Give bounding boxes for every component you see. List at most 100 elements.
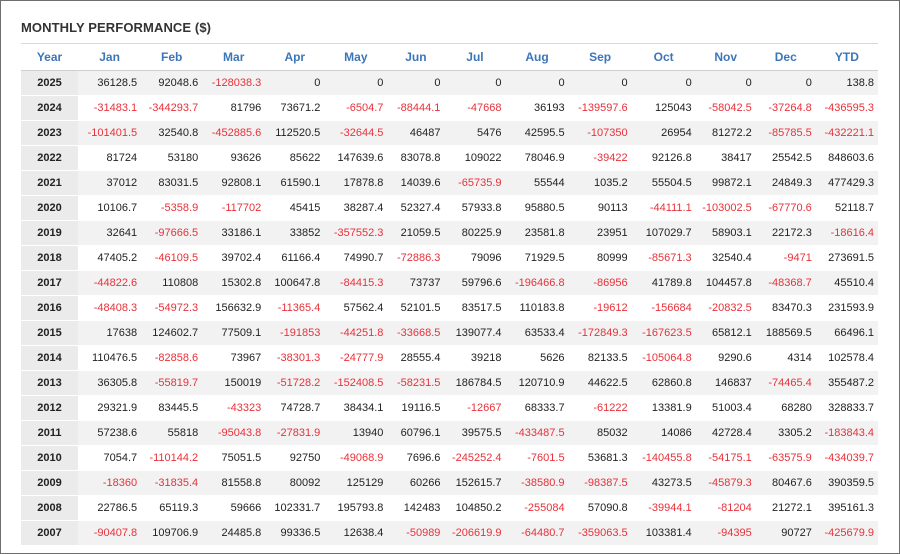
month-value-cell: -31483.1: [78, 95, 142, 121]
month-value-cell: 22786.5: [78, 495, 142, 521]
month-value-cell: 32540.4: [695, 245, 756, 271]
row-year-cell: 2008: [21, 495, 79, 521]
month-value-cell: -245252.4: [444, 445, 506, 471]
month-value-cell: 92048.6: [141, 70, 203, 96]
month-value-cell: 9290.6: [695, 345, 756, 371]
month-value-cell: 104850.2: [444, 495, 506, 521]
month-value-cell: 32641: [78, 220, 142, 246]
column-header-jul: Jul: [444, 43, 506, 71]
month-value-cell: -90407.8: [78, 520, 142, 546]
month-value-cell: 5626: [505, 345, 569, 371]
month-value-cell: -255084: [505, 495, 569, 521]
month-value-cell: 90113: [568, 195, 632, 221]
month-value-cell: 59796.6: [444, 270, 506, 296]
month-value-cell: -64480.7: [505, 520, 569, 546]
ytd-cell: 45510.4: [815, 270, 878, 296]
month-value-cell: 4314: [755, 345, 816, 371]
month-value-cell: 36128.5: [78, 70, 142, 96]
month-value-cell: -84415.3: [324, 270, 388, 296]
column-header-oct: Oct: [631, 43, 696, 71]
table-row: 2018 47405.2 -46109.5 39702.4 61166.4 74990.7…: [21, 245, 878, 271]
month-value-cell: -156684: [631, 295, 696, 321]
month-value-cell: -5358.9: [141, 195, 203, 221]
month-value-cell: 93626: [202, 145, 266, 171]
month-value-cell: 68333.7: [505, 395, 569, 421]
month-value-cell: 57238.6: [78, 420, 142, 446]
month-value-cell: -48368.7: [755, 270, 816, 296]
month-value-cell: 57090.8: [568, 495, 632, 521]
month-value-cell: -19612: [568, 295, 632, 321]
month-value-cell: -344293.7: [141, 95, 203, 121]
month-value-cell: 83078.8: [387, 145, 445, 171]
month-value-cell: 74990.7: [324, 245, 388, 271]
month-value-cell: 0: [265, 70, 325, 96]
month-value-cell: 39218: [444, 345, 506, 371]
month-value-cell: 83445.5: [141, 395, 203, 421]
table-row: 2020 10106.7 -5358.9 -117702 45415 38287.4 523…: [21, 195, 878, 221]
month-value-cell: -95043.8: [202, 420, 266, 446]
month-value-cell: 63533.4: [505, 320, 569, 346]
column-header-year: Year: [21, 43, 79, 71]
table-header-row: Year Jan Feb Mar Apr May Jun Jul Aug Sep Oct Nov Dec…: [21, 43, 878, 71]
month-value-cell: 92126.8: [631, 145, 696, 171]
month-value-cell: -20832.5: [695, 295, 756, 321]
month-value-cell: 33186.1: [202, 220, 266, 246]
table-row: 2017 -44822.6 110808 15302.8 100647.8 -84415.…: [21, 270, 878, 296]
ytd-cell: -425679.9: [815, 520, 878, 546]
month-value-cell: 45415: [265, 195, 325, 221]
month-value-cell: 61166.4: [265, 245, 325, 271]
month-value-cell: -39944.1: [631, 495, 696, 521]
month-value-cell: 0: [755, 70, 816, 96]
month-value-cell: 81272.2: [695, 120, 756, 146]
month-value-cell: -55819.7: [141, 370, 203, 396]
month-value-cell: -11365.4: [265, 295, 325, 321]
month-value-cell: 38417: [695, 145, 756, 171]
month-value-cell: 110183.8: [505, 295, 569, 321]
month-value-cell: 71929.5: [505, 245, 569, 271]
month-value-cell: 83031.5: [141, 170, 203, 196]
month-value-cell: 92808.1: [202, 170, 266, 196]
row-year-cell: 2012: [21, 395, 79, 421]
month-value-cell: 14039.6: [387, 170, 445, 196]
month-value-cell: 14086: [631, 420, 696, 446]
month-value-cell: -172849.3: [568, 320, 632, 346]
month-value-cell: 102331.7: [265, 495, 325, 521]
month-value-cell: 152615.7: [444, 470, 506, 496]
month-value-cell: 112520.5: [265, 120, 325, 146]
month-value-cell: 13381.9: [631, 395, 696, 421]
month-value-cell: -44111.1: [631, 195, 696, 221]
month-value-cell: -452885.6: [202, 120, 266, 146]
column-header-jun: Jun: [387, 43, 445, 71]
row-year-cell: 2019: [21, 220, 79, 246]
ytd-cell: 848603.6: [815, 145, 878, 171]
month-value-cell: 109022: [444, 145, 506, 171]
row-year-cell: 2011: [21, 420, 79, 446]
row-year-cell: 2021: [21, 170, 79, 196]
month-value-cell: 39575.5: [444, 420, 506, 446]
column-header-nov: Nov: [695, 43, 756, 71]
table-row: 2019 32641 -97666.5 33186.1 33852 -357552.3 21…: [21, 220, 878, 246]
column-header-apr: Apr: [265, 43, 325, 71]
month-value-cell: 124602.7: [141, 320, 203, 346]
month-value-cell: 53681.3: [568, 445, 632, 471]
column-header-jan: Jan: [78, 43, 142, 71]
month-value-cell: 19116.5: [387, 395, 445, 421]
month-value-cell: -85785.5: [755, 120, 816, 146]
month-value-cell: 28555.4: [387, 345, 445, 371]
table-row: 2015 17638 124602.7 77509.1 -191853 -44251.8-…: [21, 320, 878, 346]
month-value-cell: 37012: [78, 170, 142, 196]
column-header-feb: Feb: [141, 43, 203, 71]
month-value-cell: -27831.9: [265, 420, 325, 446]
month-value-cell: 51003.4: [695, 395, 756, 421]
month-value-cell: -140455.8: [631, 445, 696, 471]
ytd-cell: 355487.2: [815, 370, 878, 396]
month-value-cell: -50989: [387, 520, 445, 546]
month-value-cell: 36193: [505, 95, 569, 121]
month-value-cell: -46109.5: [141, 245, 203, 271]
month-value-cell: -88444.1: [387, 95, 445, 121]
month-value-cell: 17638: [78, 320, 142, 346]
month-value-cell: 0: [631, 70, 696, 96]
month-value-cell: 36305.8: [78, 370, 142, 396]
month-value-cell: 147639.6: [324, 145, 388, 171]
month-value-cell: 80467.6: [755, 470, 816, 496]
